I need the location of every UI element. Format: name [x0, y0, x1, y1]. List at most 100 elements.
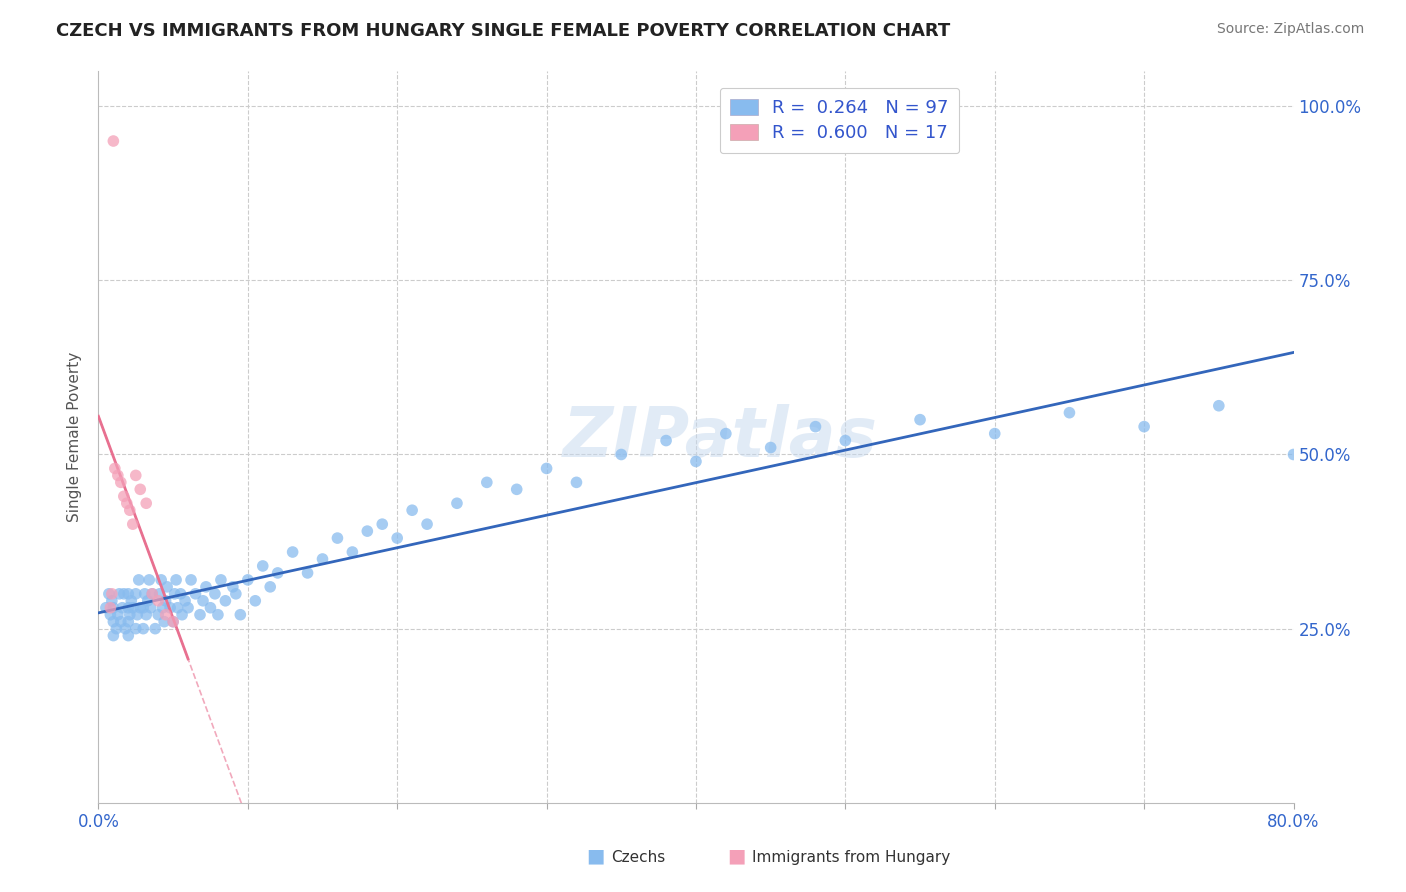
Point: [127, 607, 149, 622]
Text: ZIPatlas: ZIPatlas: [562, 403, 877, 471]
Text: Czechs: Czechs: [612, 850, 666, 865]
Point: [155, 607, 177, 622]
Point: [1282, 448, 1305, 462]
Point: [105, 622, 128, 636]
Point: [204, 587, 226, 601]
Point: [166, 600, 188, 615]
Point: [834, 434, 856, 448]
Point: [143, 622, 166, 636]
Point: [128, 573, 150, 587]
Point: [200, 600, 222, 615]
Point: [135, 496, 157, 510]
Text: ■: ■: [727, 847, 745, 865]
Point: [97, 587, 120, 601]
Point: [610, 448, 633, 462]
Text: ■: ■: [586, 847, 605, 865]
Legend: R =  0.264   N = 97, R =  0.600   N = 17: R = 0.264 N = 97, R = 0.600 N = 17: [720, 87, 959, 153]
Point: [148, 607, 170, 622]
Point: [297, 566, 319, 580]
Point: [101, 587, 124, 601]
Point: [118, 503, 141, 517]
Point: [177, 600, 200, 615]
Point: [225, 587, 247, 601]
Point: [135, 607, 157, 622]
Point: [117, 615, 139, 629]
Point: [139, 600, 162, 615]
Point: [155, 594, 177, 608]
Point: [112, 489, 135, 503]
Point: [132, 600, 155, 615]
Point: [149, 587, 172, 601]
Text: Immigrants from Hungary: Immigrants from Hungary: [752, 850, 950, 865]
Point: [115, 496, 138, 510]
Point: [169, 587, 191, 601]
Text: Source: ZipAtlas.com: Source: ZipAtlas.com: [1216, 22, 1364, 37]
Point: [188, 607, 211, 622]
Point: [229, 607, 252, 622]
Point: [117, 629, 139, 643]
Point: [108, 587, 131, 601]
Point: [326, 531, 349, 545]
Point: [103, 629, 125, 643]
Point: [150, 573, 173, 587]
Point: [356, 524, 378, 538]
Point: [112, 587, 135, 601]
Point: [138, 573, 160, 587]
Point: [1208, 399, 1230, 413]
Point: [236, 573, 259, 587]
Point: [107, 468, 129, 483]
Point: [136, 594, 159, 608]
Point: [565, 475, 588, 490]
Point: [191, 594, 214, 608]
Point: [371, 517, 394, 532]
Point: [1133, 419, 1156, 434]
Point: [159, 600, 181, 615]
Point: [165, 573, 187, 587]
Point: [207, 607, 229, 622]
Point: [152, 600, 174, 615]
Point: [446, 496, 468, 510]
Point: [984, 426, 1007, 441]
Point: [342, 545, 364, 559]
Point: [118, 607, 141, 622]
Point: [401, 503, 423, 517]
Point: [184, 587, 207, 601]
Point: [94, 600, 117, 615]
Point: [129, 600, 152, 615]
Point: [252, 558, 274, 573]
Point: [311, 552, 333, 566]
Point: [162, 615, 184, 629]
Point: [98, 600, 122, 615]
Point: [759, 441, 782, 455]
Point: [148, 594, 170, 608]
Point: [101, 594, 124, 608]
Point: [385, 531, 409, 545]
Point: [141, 587, 163, 601]
Point: [209, 573, 232, 587]
Point: [267, 566, 290, 580]
Point: [655, 434, 678, 448]
Point: [214, 594, 236, 608]
Point: [281, 545, 304, 559]
Y-axis label: Single Female Poverty: Single Female Poverty: [67, 352, 83, 522]
Point: [259, 580, 281, 594]
Point: [111, 600, 134, 615]
Point: [804, 419, 827, 434]
Point: [245, 594, 267, 608]
Point: [110, 475, 132, 490]
Point: [132, 622, 155, 636]
Point: [129, 483, 152, 497]
Point: [685, 454, 707, 468]
Point: [125, 468, 148, 483]
Point: [103, 134, 125, 148]
Point: [416, 517, 439, 532]
Point: [103, 615, 125, 629]
Point: [134, 587, 156, 601]
Point: [908, 412, 931, 426]
Point: [222, 580, 245, 594]
Point: [162, 615, 184, 629]
Point: [117, 587, 139, 601]
Point: [156, 580, 179, 594]
Point: [110, 615, 132, 629]
Point: [117, 600, 139, 615]
